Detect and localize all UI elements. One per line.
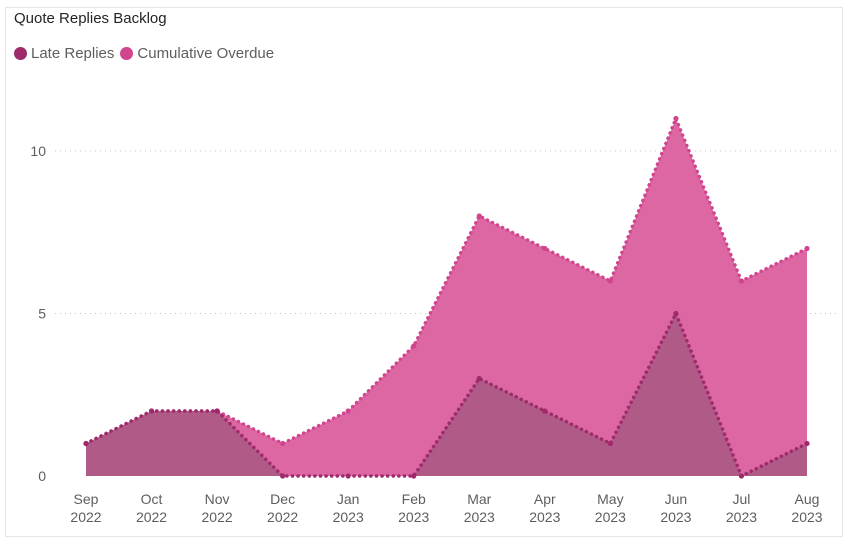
y-tick-label-5: 5 <box>38 306 46 322</box>
area-late-replies <box>86 313 807 476</box>
point-cumulative-overdue-9 <box>673 115 679 122</box>
point-late-replies-2 <box>214 408 220 414</box>
point-late-replies-5 <box>411 473 417 479</box>
point-cumulative-overdue-6 <box>476 213 482 219</box>
x-tick-label-10-year: 2023 <box>726 509 757 525</box>
area-cumulative-overdue <box>86 118 807 476</box>
point-cumulative-overdue-11 <box>804 245 810 252</box>
x-tick-label-2-month: Nov <box>205 491 230 507</box>
x-tick-label-1-year: 2022 <box>136 509 167 525</box>
point-late-replies-9 <box>673 310 679 317</box>
legend-label-cumulative-overdue: Cumulative Overdue <box>137 45 275 62</box>
line-late-replies <box>84 309 809 479</box>
legend-item-late-replies[interactable]: Late Replies <box>14 45 114 62</box>
x-tick-label-9-month: Jun <box>665 491 688 507</box>
point-late-replies-10 <box>738 473 745 479</box>
y-tick-label-0: 0 <box>38 468 46 484</box>
point-late-replies-6 <box>476 375 482 382</box>
x-tick-label-11-month: Aug <box>795 491 820 507</box>
legend-marker-late-replies <box>14 47 27 60</box>
x-tick-label-11-year: 2023 <box>791 509 822 525</box>
point-late-replies-11 <box>804 440 810 447</box>
point-late-replies-0 <box>83 440 89 447</box>
point-late-replies-8 <box>607 440 613 447</box>
legend-label-late-replies: Late Replies <box>31 45 115 62</box>
x-tick-label-5-year: 2023 <box>398 509 429 525</box>
x-tick-label-7-year: 2023 <box>529 509 560 525</box>
x-tick-label-4-month: Jan <box>337 491 360 507</box>
point-cumulative-overdue-8 <box>607 278 613 284</box>
x-tick-label-0-year: 2022 <box>70 509 101 525</box>
point-late-replies-1 <box>148 408 155 414</box>
chart-legend: Late Replies Cumulative Overdue <box>14 45 280 62</box>
x-tick-label-6-year: 2023 <box>464 509 495 525</box>
point-cumulative-overdue-7 <box>542 245 548 252</box>
x-tick-label-6-month: Mar <box>467 491 491 507</box>
legend-item-cumulative-overdue[interactable]: Cumulative Overdue <box>120 45 274 62</box>
x-tick-label-3-year: 2022 <box>267 509 298 525</box>
point-late-replies-7 <box>542 408 548 414</box>
point-cumulative-overdue-4 <box>345 408 351 414</box>
x-tick-label-5-month: Feb <box>402 491 426 507</box>
x-tick-label-10-month: Jul <box>733 491 751 507</box>
x-tick-label-2-year: 2022 <box>202 509 233 525</box>
legend-marker-cumulative-overdue <box>120 47 134 60</box>
x-tick-label-1-month: Oct <box>141 491 163 507</box>
chart-title: Quote Replies Backlog <box>14 10 167 27</box>
x-tick-label-8-month: May <box>597 491 623 507</box>
x-tick-label-4-year: 2023 <box>333 509 364 525</box>
point-cumulative-overdue-5 <box>411 343 417 349</box>
point-cumulative-overdue-3 <box>280 440 286 447</box>
x-tick-label-8-year: 2023 <box>595 509 626 525</box>
x-tick-label-3-month: Dec <box>270 491 295 507</box>
y-tick-label-10: 10 <box>30 143 46 159</box>
x-tick-label-9-year: 2023 <box>660 509 691 525</box>
point-cumulative-overdue-10 <box>738 278 745 284</box>
x-tick-label-7-month: Apr <box>534 491 556 507</box>
x-tick-label-0-month: Sep <box>74 491 99 507</box>
point-late-replies-3 <box>280 473 286 479</box>
point-late-replies-4 <box>345 473 351 479</box>
